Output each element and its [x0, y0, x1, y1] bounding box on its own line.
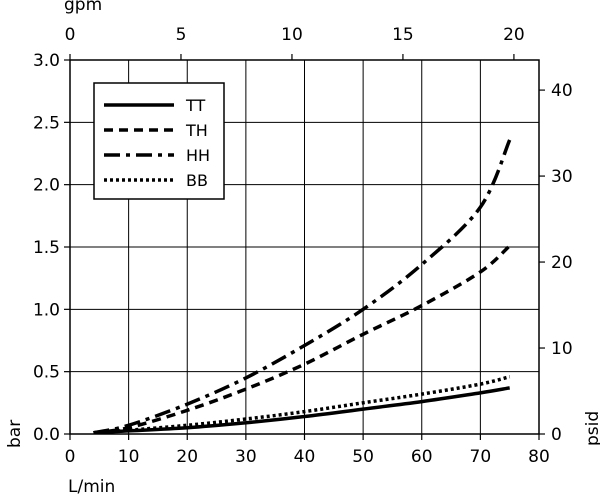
x-bottom-tick-label: 60: [411, 447, 433, 467]
series-line-hh: [93, 139, 512, 435]
x-bottom-tick-label: 20: [176, 447, 198, 467]
x-top-tick-label: 20: [503, 25, 525, 45]
x-bottom-tick-label: 10: [118, 447, 140, 467]
y-left-tick-label: 1.5: [33, 238, 60, 258]
x-top-tick-label: 10: [281, 25, 303, 45]
x-bottom-tick-label: 80: [528, 447, 550, 467]
y-axis-left-label: bar: [5, 420, 25, 448]
legend-label-bb: BB: [186, 171, 208, 190]
plot-frame: [69, 59, 540, 435]
y-left-tick-label: 0.0: [33, 425, 60, 445]
x-bottom-tick-label: 40: [294, 447, 316, 467]
series-line-tt: [93, 386, 510, 435]
y-left-tick-label: 2.5: [33, 113, 60, 133]
x-bottom-tick-label: 70: [470, 447, 492, 467]
x-bottom-tick-label: 30: [235, 447, 257, 467]
x-axis-top-label: gpm: [64, 0, 102, 15]
axes: 0 10 20 30 40 50 60 70 800.00.51.01.52.02.53.00 5…: [33, 25, 573, 467]
y-right-tick-label: 30: [551, 167, 573, 187]
x-bottom-tick-label: 0: [65, 447, 76, 467]
x-bottom-tick-label: 50: [352, 447, 374, 467]
x-top-tick-label: 0: [65, 25, 76, 45]
x-axis-bottom-label: L/min: [68, 477, 115, 497]
y-right-tick-label: 40: [551, 81, 573, 101]
series-line-bb: [93, 375, 511, 435]
y-left-tick-label: 2.0: [33, 176, 60, 196]
legend-label-hh: HH: [186, 146, 210, 165]
y-right-tick-label: 10: [551, 339, 573, 359]
series-lines: [93, 139, 512, 435]
y-right-tick-label: 0: [551, 425, 562, 445]
grid: [69, 59, 540, 435]
x-top-tick-label: 15: [392, 25, 414, 45]
y-left-tick-label: 3.0: [33, 51, 60, 71]
y-left-tick-label: 0.5: [33, 363, 60, 383]
legend-label-th: TH: [185, 121, 208, 140]
series-line-th: [93, 244, 511, 435]
y-axis-right-label: psid: [583, 411, 600, 446]
legend-label-tt: TT: [185, 96, 205, 115]
y-right-tick-label: 20: [551, 253, 573, 273]
legend: TT TH HH BB: [93, 82, 225, 200]
y-left-tick-label: 1.0: [33, 300, 60, 320]
x-top-tick-label: 5: [176, 25, 187, 45]
